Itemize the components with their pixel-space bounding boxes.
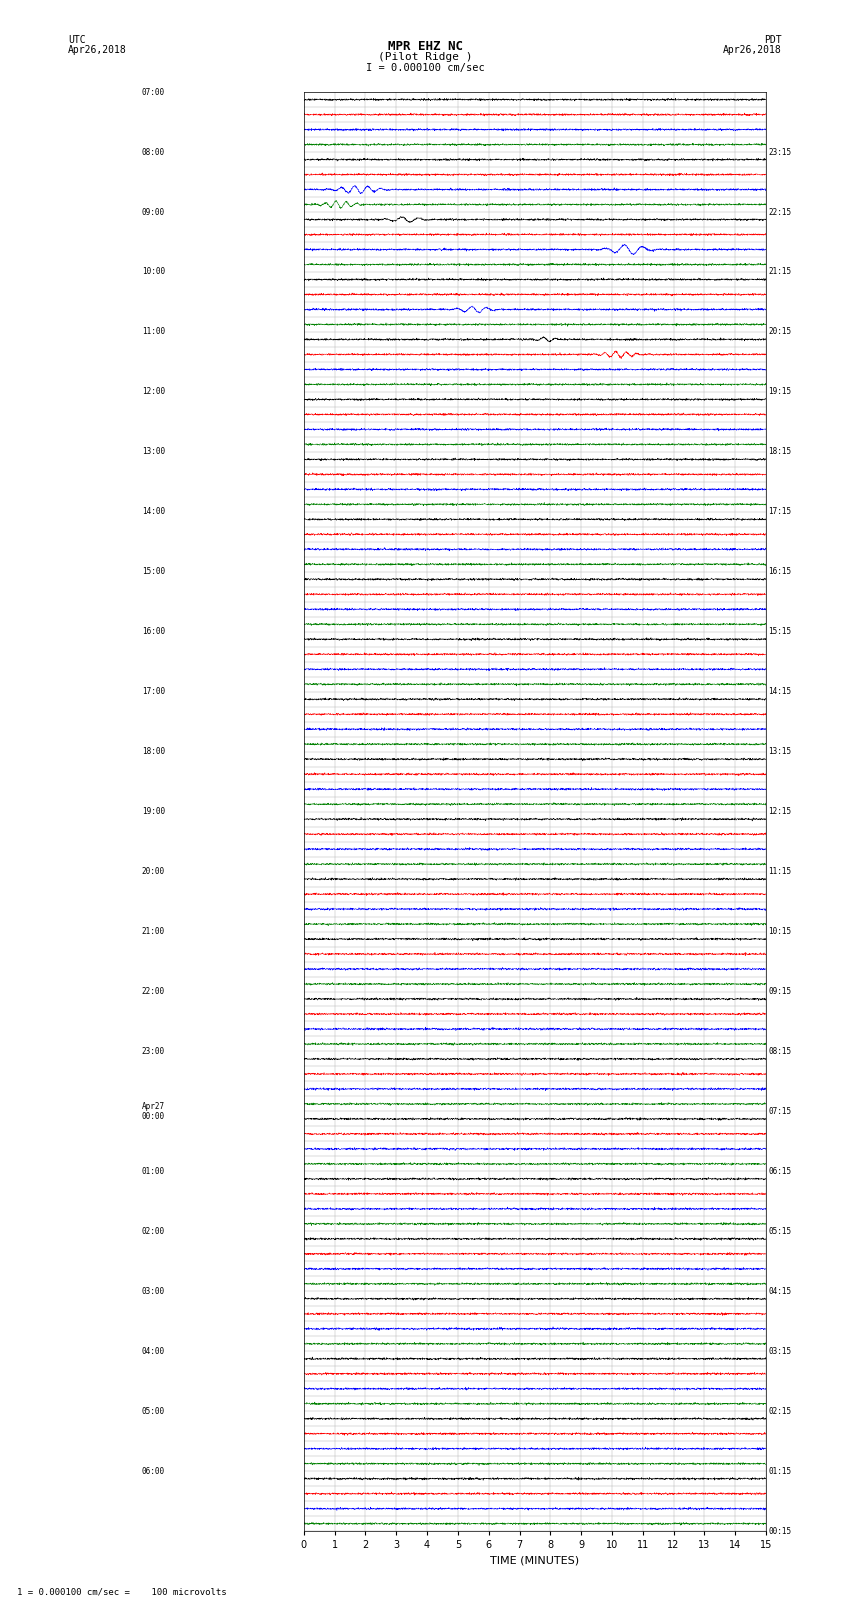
Text: MPR EHZ NC: MPR EHZ NC — [388, 40, 462, 53]
Text: PDT: PDT — [764, 35, 782, 45]
Text: 09:15: 09:15 — [768, 987, 791, 995]
Text: 11:15: 11:15 — [768, 868, 791, 876]
Text: 14:15: 14:15 — [768, 687, 791, 697]
Text: 13:00: 13:00 — [142, 447, 165, 456]
Text: 16:00: 16:00 — [142, 627, 165, 636]
Text: 08:15: 08:15 — [768, 1047, 791, 1057]
Text: 12:15: 12:15 — [768, 806, 791, 816]
Text: 22:15: 22:15 — [768, 208, 791, 216]
Text: 19:15: 19:15 — [768, 387, 791, 397]
Text: 01:15: 01:15 — [768, 1466, 791, 1476]
Text: 02:00: 02:00 — [142, 1227, 165, 1236]
Text: 15:00: 15:00 — [142, 568, 165, 576]
Text: 18:00: 18:00 — [142, 747, 165, 756]
Text: UTC: UTC — [68, 35, 86, 45]
Text: I = 0.000100 cm/sec: I = 0.000100 cm/sec — [366, 63, 484, 73]
Text: 16:15: 16:15 — [768, 568, 791, 576]
Text: Apr26,2018: Apr26,2018 — [68, 45, 127, 55]
X-axis label: TIME (MINUTES): TIME (MINUTES) — [490, 1557, 580, 1566]
Text: 23:15: 23:15 — [768, 147, 791, 156]
Text: 13:15: 13:15 — [768, 747, 791, 756]
Text: 04:15: 04:15 — [768, 1287, 791, 1295]
Text: 07:00: 07:00 — [142, 87, 165, 97]
Text: 14:00: 14:00 — [142, 508, 165, 516]
Text: 12:00: 12:00 — [142, 387, 165, 397]
Text: 21:00: 21:00 — [142, 927, 165, 936]
Text: 05:00: 05:00 — [142, 1407, 165, 1416]
Text: 22:00: 22:00 — [142, 987, 165, 995]
Text: 17:00: 17:00 — [142, 687, 165, 697]
Text: 23:00: 23:00 — [142, 1047, 165, 1057]
Text: 19:00: 19:00 — [142, 806, 165, 816]
Text: Apr26,2018: Apr26,2018 — [723, 45, 782, 55]
Text: 1 = 0.000100 cm/sec =    100 microvolts: 1 = 0.000100 cm/sec = 100 microvolts — [17, 1587, 227, 1597]
Text: (Pilot Ridge ): (Pilot Ridge ) — [377, 52, 473, 61]
Text: 02:15: 02:15 — [768, 1407, 791, 1416]
Text: 03:15: 03:15 — [768, 1347, 791, 1357]
Text: 18:15: 18:15 — [768, 447, 791, 456]
Text: 07:15: 07:15 — [768, 1107, 791, 1116]
Text: 10:00: 10:00 — [142, 268, 165, 276]
Text: 04:00: 04:00 — [142, 1347, 165, 1357]
Text: 03:00: 03:00 — [142, 1287, 165, 1295]
Text: 15:15: 15:15 — [768, 627, 791, 636]
Text: 05:15: 05:15 — [768, 1227, 791, 1236]
Text: 20:00: 20:00 — [142, 868, 165, 876]
Text: 08:00: 08:00 — [142, 147, 165, 156]
Text: Apr27
00:00: Apr27 00:00 — [142, 1102, 165, 1121]
Text: 06:15: 06:15 — [768, 1166, 791, 1176]
Text: 01:00: 01:00 — [142, 1166, 165, 1176]
Text: 17:15: 17:15 — [768, 508, 791, 516]
Text: 09:00: 09:00 — [142, 208, 165, 216]
Text: 11:00: 11:00 — [142, 327, 165, 337]
Text: 20:15: 20:15 — [768, 327, 791, 337]
Text: 06:00: 06:00 — [142, 1466, 165, 1476]
Text: 21:15: 21:15 — [768, 268, 791, 276]
Text: 10:15: 10:15 — [768, 927, 791, 936]
Text: 00:15: 00:15 — [768, 1526, 791, 1536]
